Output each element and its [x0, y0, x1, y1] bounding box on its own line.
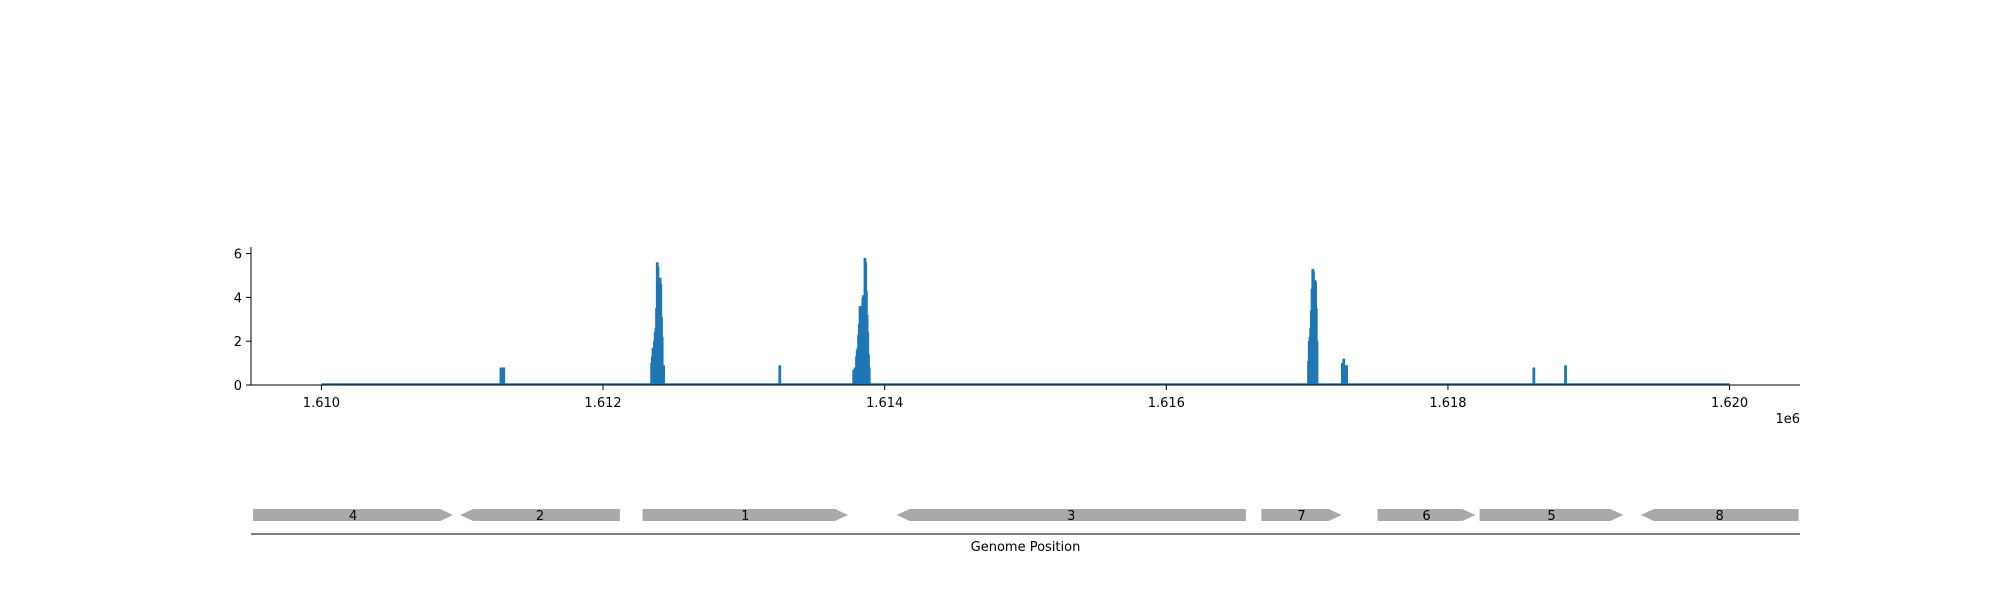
gene-label: 4 — [349, 509, 357, 524]
coverage-bar — [1340, 363, 1344, 385]
x-ticks: 1.610 1.612 1.614 1.616 1.618 1.620 — [303, 385, 1748, 411]
gene-label: 7 — [1297, 509, 1305, 524]
coverage-bars — [499, 257, 1567, 385]
coverage-panel: 0 2 4 6 1.610 1.612 1.614 1.616 1.618 1.620 1e6 — [234, 247, 1800, 427]
x-offset-label: 1e6 — [1775, 412, 1800, 427]
gene-arrow — [1640, 509, 1799, 521]
y-tick-label: 4 — [234, 291, 242, 306]
gene-panel: 4 2 1 3 7 6 5 8 Genome Position — [251, 509, 1800, 555]
gene-label: 1 — [741, 509, 749, 524]
gene-arrow — [642, 509, 849, 521]
x-tick-label: 1.620 — [1711, 396, 1748, 411]
gene-arrow — [1377, 509, 1476, 521]
x-tick-label: 1.610 — [303, 396, 340, 411]
coverage-bar — [1315, 341, 1319, 385]
coverage-bar — [500, 367, 504, 385]
coverage-bar — [1345, 365, 1348, 385]
x-tick-label: 1.612 — [584, 396, 621, 411]
gene-label: 3 — [1067, 509, 1075, 524]
coverage-bar — [662, 365, 665, 385]
coverage-bar — [778, 365, 782, 385]
gene-arrow — [253, 509, 454, 521]
coverage-bar — [502, 367, 506, 385]
coverage-bar — [852, 369, 856, 385]
gene-label: 8 — [1716, 509, 1724, 524]
genome-position-label: Genome Position — [971, 540, 1081, 555]
gene-arrow — [896, 509, 1246, 521]
gene-label: 5 — [1547, 509, 1555, 524]
coverage-bar — [1342, 358, 1346, 385]
gene-arrow — [1261, 509, 1342, 521]
y-tick-label: 0 — [234, 379, 242, 394]
coverage-bar — [867, 367, 871, 385]
gene-label: 2 — [536, 509, 544, 524]
coverage-bar — [1532, 367, 1536, 385]
gene-arrow — [460, 509, 620, 521]
coverage-bar — [853, 367, 857, 385]
y-ticks: 0 2 4 6 — [234, 248, 251, 394]
y-tick-label: 2 — [234, 335, 242, 350]
x-tick-label: 1.618 — [1429, 396, 1466, 411]
gene-label: 6 — [1422, 509, 1430, 524]
x-tick-label: 1.616 — [1148, 396, 1185, 411]
y-tick-label: 6 — [234, 248, 242, 263]
gene-arrow — [1479, 509, 1624, 521]
coverage-bar — [1564, 365, 1567, 385]
coverage-bar — [660, 336, 664, 385]
coverage-bar — [1343, 365, 1347, 385]
coverage-bar — [499, 367, 503, 385]
x-tick-label: 1.614 — [866, 396, 903, 411]
gene-arrows: 4 2 1 3 7 6 5 8 — [253, 509, 1799, 524]
